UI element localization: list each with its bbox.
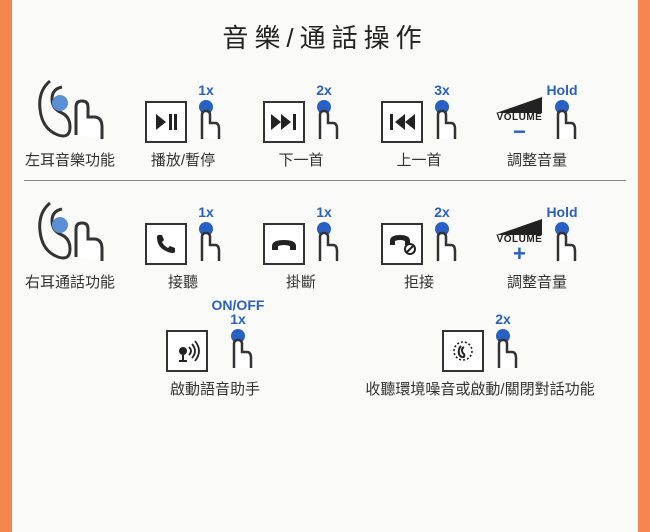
row-left-ear: 左耳音樂功能 1x 播放/暫停 2x (20, 73, 630, 170)
page-title: 音樂/通話操作 (20, 18, 630, 55)
action-label: 調整音量 (507, 271, 567, 292)
action-label: 上一首 (396, 149, 441, 170)
tap-icon: 2x (427, 205, 457, 265)
voice-assistant-icon (166, 330, 208, 372)
ear-touch-icon (30, 195, 110, 265)
action-label: 調整音量 (507, 149, 567, 170)
tap-icon: Hold (546, 205, 577, 265)
phone-reject-icon (381, 223, 423, 265)
action-label: 播放/暫停 (151, 149, 215, 170)
row-extras: ON/OFF 1x 啟動語音助手 2x 收聽環境噪音或啟動/關 (140, 302, 630, 399)
volume-right-cell: VOLUME + Hold 調整音量 (482, 195, 592, 292)
action-label: 接聽 (168, 271, 198, 292)
prev-track-icon (381, 101, 423, 143)
action-label: 拒接 (404, 271, 434, 292)
tap-count: 1x (198, 205, 214, 219)
action-label: 掛斷 (286, 271, 316, 292)
left-ear-cell: 左耳音樂功能 (20, 73, 120, 170)
tap-count: 2x (434, 205, 450, 219)
volume-down-icon: VOLUME − (496, 97, 542, 143)
ambient-cell: 2x 收聽環境噪音或啟動/關閉對話功能 (350, 302, 610, 399)
phone-answer-icon (145, 223, 187, 265)
voice-assistant-cell: ON/OFF 1x 啟動語音助手 (140, 302, 290, 399)
tap-icon: 2x (309, 83, 339, 143)
action-label: 收聽環境噪音或啟動/關閉對話功能 (365, 378, 594, 399)
volume-up-icon: VOLUME + (496, 219, 542, 265)
tap-count: 2x (495, 312, 511, 326)
right-ear-label: 右耳通話功能 (25, 271, 115, 292)
tap-count: Hold (546, 83, 577, 97)
answer-cell: 1x 接聽 (128, 195, 238, 292)
tap-icon: Hold (546, 83, 577, 143)
panel: 音樂/通話操作 左耳音樂功能 1x (12, 0, 638, 532)
tap-count: 2x (316, 83, 332, 97)
volume-left-cell: VOLUME − Hold 調整音量 (482, 73, 592, 170)
tap-icon: ON/OFF 1x (212, 298, 265, 372)
phone-hangup-icon (263, 223, 305, 265)
tap-icon: 1x (191, 83, 221, 143)
reject-cell: 2x 拒接 (364, 195, 474, 292)
right-ear-cell: 右耳通話功能 (20, 195, 120, 292)
play-pause-cell: 1x 播放/暫停 (128, 73, 238, 170)
tap-icon: 1x (191, 205, 221, 265)
left-ear-label: 左耳音樂功能 (25, 149, 115, 170)
tap-count: Hold (546, 205, 577, 219)
prev-track-cell: 3x 上一首 (364, 73, 474, 170)
play-pause-icon (145, 101, 187, 143)
tap-count: 1x (316, 205, 332, 219)
row-right-ear: 右耳通話功能 1x 接聽 1x (20, 195, 630, 292)
tap-icon: 3x (427, 83, 457, 143)
divider (24, 180, 626, 181)
action-label: 啟動語音助手 (170, 378, 260, 399)
tap-icon: 2x (488, 312, 518, 372)
tap-count: ON/OFF 1x (212, 298, 265, 326)
ear-touch-icon (30, 73, 110, 143)
ambient-sound-icon (442, 330, 484, 372)
tap-icon: 1x (309, 205, 339, 265)
tap-count: 1x (198, 83, 214, 97)
next-track-cell: 2x 下一首 (246, 73, 356, 170)
action-label: 下一首 (278, 149, 323, 170)
next-track-icon (263, 101, 305, 143)
tap-count: 3x (434, 83, 450, 97)
hangup-cell: 1x 掛斷 (246, 195, 356, 292)
